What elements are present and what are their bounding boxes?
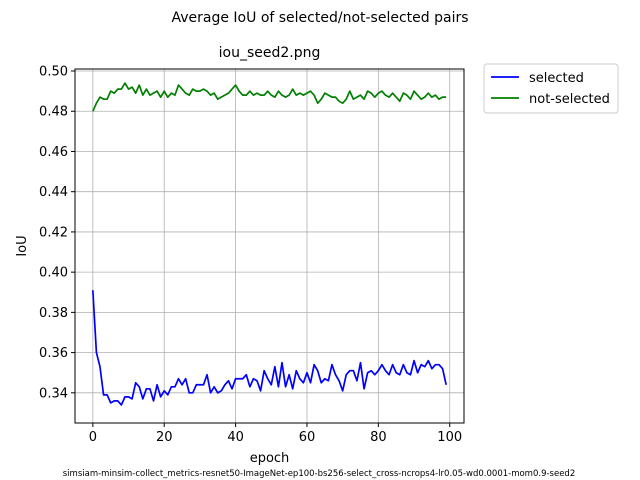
- y-tick-label: 0.48: [39, 105, 68, 120]
- y-tick-label: 0.38: [39, 306, 68, 321]
- y-tick-label: 0.34: [39, 386, 68, 401]
- legend-label-not-selected: not-selected: [529, 92, 610, 107]
- x-tick-label: 60: [299, 430, 316, 445]
- series-layer: [91, 82, 447, 406]
- x-tick-label: 0: [89, 430, 97, 445]
- x-tick-label: 40: [227, 430, 244, 445]
- y-tick-label: 0.50: [39, 65, 68, 80]
- grid: [75, 69, 464, 423]
- x-tick-label: 20: [156, 430, 173, 445]
- y-axis-label: IoU: [15, 235, 30, 256]
- series-line-selected: [91, 290, 447, 406]
- chart-suptitle: Average IoU of selected/not-selected pai…: [171, 10, 468, 26]
- y-tick-label: 0.44: [39, 185, 68, 200]
- plot-frame: [74, 68, 465, 424]
- chart-title: iou_seed2.png: [219, 45, 321, 61]
- series-line-not-selected: [92, 82, 447, 112]
- y-tick-label: 0.42: [39, 225, 68, 240]
- y-ticks: 0.34 0.36 0.38 0.40 0.42 0.44 0.46 0.48 0.50: [39, 65, 75, 401]
- y-tick-label: 0.46: [39, 145, 68, 160]
- legend: selected not-selected: [483, 63, 619, 114]
- x-axis-label: epoch: [250, 451, 290, 466]
- x-tick-label: 100: [437, 430, 462, 445]
- y-tick-label: 0.36: [39, 346, 68, 361]
- legend-label-selected: selected: [529, 71, 584, 86]
- x-tick-label: 80: [370, 430, 387, 445]
- x-ticks: 0 20 40 60 80 100: [89, 423, 462, 445]
- y-tick-label: 0.40: [39, 266, 68, 281]
- footer-note: simsiam-minsim-collect_metrics-resnet50-…: [63, 469, 576, 479]
